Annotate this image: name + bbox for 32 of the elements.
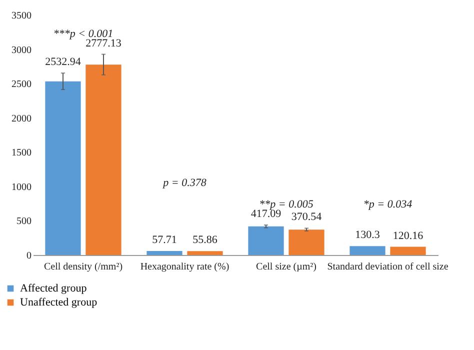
y-tick-label: 3000 (12, 44, 32, 56)
y-tick-label: 500 (16, 216, 32, 228)
x-tick-label: Cell density (/mm²) (44, 262, 123, 272)
bar (248, 226, 284, 255)
x-tick-label: Standard deviation of cell size (327, 262, 449, 272)
annotation: p = 0.378 (162, 177, 207, 189)
data-label: 57.71 (152, 234, 177, 246)
y-tick-label: 3500 (12, 10, 32, 22)
x-tick-label: Hexagonality rate (%) (140, 262, 230, 272)
data-label: 55.86 (192, 234, 218, 246)
legend-label: Affected group (20, 282, 88, 294)
y-tick-label: 0 (26, 250, 32, 262)
y-tick-label: 1000 (12, 182, 32, 193)
bar (288, 230, 324, 255)
data-label: 120.16 (392, 230, 424, 242)
data-label: 130.3 (355, 229, 380, 242)
data-label: 2532.94 (45, 56, 82, 68)
legend-label: Unaffected group (20, 296, 98, 308)
bar (350, 246, 386, 255)
data-label: 417.09 (250, 208, 282, 220)
y-tick-label: 1500 (12, 148, 32, 159)
bar (187, 251, 223, 255)
bar (86, 64, 122, 255)
annotation: **p = 0.005 (259, 198, 314, 211)
y-tick-label: 2000 (12, 113, 32, 124)
bar (45, 81, 81, 255)
bar (146, 251, 182, 255)
annotation: *p = 0.034 (363, 198, 413, 211)
data-label: 370.54 (291, 211, 322, 224)
y-tick-label: 2500 (12, 79, 32, 90)
bar (390, 246, 426, 255)
x-tick-label: Cell size (µm²) (256, 262, 316, 272)
